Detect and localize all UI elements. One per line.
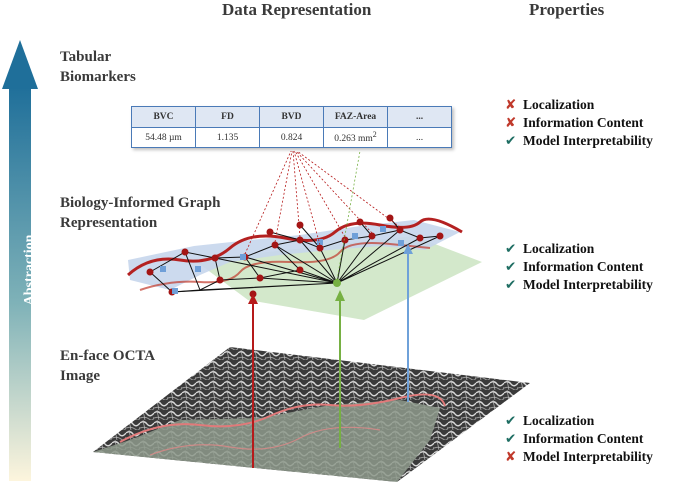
property-label: Localization [523,413,595,428]
table-cell: 1.135 [195,127,260,148]
property-row: ✔ Model Interpretability [505,132,653,150]
property-label: Information Content [523,431,644,446]
faz-value: 0.263 mm [334,134,373,145]
table-header-row: BVC FD BVD FAZ-Area ... [131,106,452,128]
table-row: 54.48 µm 1.135 0.824 0.263 mm2 ... [131,127,452,148]
graph-title: Biology-Informed Graph Representation [60,193,220,233]
property-row: ✔ Information Content [505,258,653,276]
property-row: ✔ Information Content [505,430,653,448]
image-to-graph-arrows [248,244,413,468]
connector-lines [244,150,401,281]
tabular-properties: ✘ Localization ✘ Information Content ✔ Mode… [505,96,653,150]
graph-plane [126,214,482,320]
property-row: ✔ Model Interpretability [505,276,653,294]
check-icon: ✔ [505,413,517,429]
check-icon: ✔ [505,431,517,447]
property-row: ✔ Localization [505,412,653,430]
table-cell: ... [387,127,452,148]
property-row: ✘ Model Interpretability [505,448,653,466]
image-properties: ✔ Localization ✔ Information Content ✘ Mode… [505,412,653,466]
tabular-title-line2: Biomarkers [60,69,136,85]
check-icon: ✔ [505,133,517,149]
tabular-title-line1: Tabular [60,49,112,65]
property-row: ✘ Information Content [505,114,653,132]
property-label: Information Content [523,115,644,130]
faz-unit-superscript: 2 [372,130,377,140]
check-icon: ✔ [505,241,517,257]
table-cell-faz: 0.263 mm2 [323,127,388,148]
table-cell: 0.824 [259,127,324,148]
abstraction-arrow [2,40,38,481]
biomarker-table: BVC FD BVD FAZ-Area ... 54.48 µm 1.135 0… [131,106,452,148]
cross-icon: ✘ [505,97,517,113]
property-label: Localization [523,97,595,112]
cross-icon: ✘ [505,115,517,131]
header-properties: Properties [529,0,605,19]
property-label: Model Interpretability [523,277,653,292]
table-header-cell: BVC [131,106,196,128]
table-header-cell: FAZ-Area [323,106,388,128]
property-row: ✔ Localization [505,240,653,258]
property-label: Model Interpretability [523,449,653,464]
table-header-cell: BVD [259,106,324,128]
property-row: ✘ Localization [505,96,653,114]
image-title-line1: En-face OCTA [60,348,156,364]
table-header-cell: FD [195,106,260,128]
table-cell: 54.48 µm [131,127,196,148]
tabular-title: Tabular Biomarkers [60,47,136,87]
table-header-cell: ... [387,106,452,128]
cross-icon: ✘ [505,449,517,465]
graph-title-line2: Representation [60,215,158,231]
image-title: En-face OCTA Image [60,346,155,386]
graph-title-line1: Biology-Informed Graph [60,195,221,211]
abstraction-label: Abstraction [22,234,37,306]
property-label: Localization [523,241,595,256]
header-data-representation: Data Representation [222,0,372,19]
property-label: Information Content [523,259,644,274]
check-icon: ✔ [505,277,517,293]
check-icon: ✔ [505,259,517,275]
property-label: Model Interpretability [523,133,653,148]
octa-image [93,347,530,482]
image-title-line2: Image [60,368,100,384]
graph-properties: ✔ Localization ✔ Information Content ✔ Mode… [505,240,653,294]
